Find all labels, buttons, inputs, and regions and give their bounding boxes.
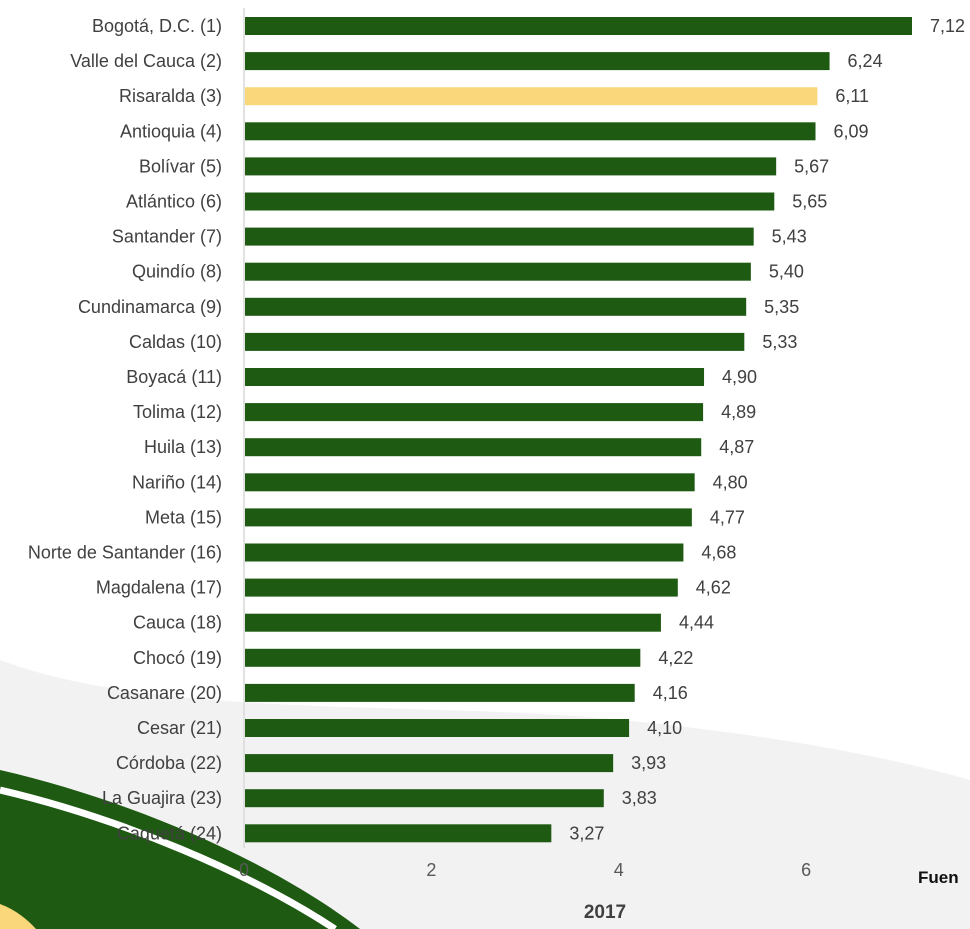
value-label-18: 4,22 (658, 648, 693, 668)
x-tick-label-3: 6 (801, 860, 811, 880)
category-label-4: Bolívar (5) (139, 156, 222, 176)
value-label-3: 6,09 (834, 121, 869, 141)
category-label-6: Santander (7) (112, 227, 222, 247)
category-labels: Bogotá, D.C. (1) Valle del Cauca (2) Risar… (28, 16, 222, 843)
value-label-12: 4,87 (719, 437, 754, 457)
value-label-11: 4,89 (721, 402, 756, 422)
bar-7 (245, 262, 751, 281)
bar-21 (245, 754, 614, 773)
category-label-18: Chocó (19) (133, 648, 222, 668)
value-label-16: 4,62 (696, 578, 731, 598)
bar-15 (245, 543, 684, 562)
value-label-9: 5,33 (762, 332, 797, 352)
bar-group (245, 17, 912, 843)
category-label-13: Nariño (14) (132, 472, 222, 492)
category-label-19: Casanare (20) (107, 683, 222, 703)
bar-6 (245, 227, 754, 246)
value-label-8: 5,35 (764, 297, 799, 317)
value-label-7: 5,40 (769, 262, 804, 282)
background-swoosh-white-stroke (0, 786, 337, 929)
value-labels: 7,12 6,24 6,11 6,095,67 5,65 5,43 5,40 5,35 5,33… (569, 16, 965, 843)
bar-10 (245, 368, 705, 386)
bar-1 (245, 52, 830, 71)
background-swoosh-yellow (0, 904, 36, 929)
bar-2 (245, 87, 818, 106)
category-label-0: Bogotá, D.C. (1) (92, 16, 222, 36)
category-label-11: Tolima (12) (133, 402, 222, 422)
value-label-4: 5,67 (794, 156, 829, 176)
bar-4 (245, 157, 777, 176)
value-label-17: 4,44 (679, 613, 714, 633)
value-label-23: 3,27 (569, 823, 604, 843)
category-label-17: Cauca (18) (133, 613, 222, 633)
x-axis-title: 2017 (584, 902, 626, 923)
category-label-7: Quindío (8) (132, 262, 222, 282)
category-label-3: Antioquia (4) (120, 121, 222, 141)
bar-3 (245, 122, 816, 141)
category-label-22: La Guajira (23) (102, 788, 222, 808)
bar-20 (245, 719, 630, 737)
plot-area: Bogotá, D.C. (1) Valle del Cauca (2) Risar… (28, 8, 965, 880)
category-label-16: Magdalena (17) (96, 578, 222, 598)
bar-12 (245, 438, 702, 457)
value-label-21: 3,93 (631, 753, 666, 773)
bar-5 (245, 192, 775, 211)
bar-13 (245, 473, 695, 492)
category-label-23: Caquetá (24) (117, 823, 222, 843)
value-label-13: 4,80 (713, 472, 748, 492)
x-tick-label-1: 2 (426, 860, 436, 880)
source-note: Fuen (918, 868, 959, 887)
value-label-1: 6,24 (848, 51, 883, 71)
bar-0 (245, 17, 912, 35)
value-label-15: 4,68 (701, 543, 736, 563)
category-label-15: Norte de Santander (16) (28, 543, 222, 563)
value-label-2: 6,11 (835, 86, 869, 106)
bar-16 (245, 578, 678, 597)
category-label-14: Meta (15) (145, 507, 222, 527)
bar-8 (245, 297, 747, 316)
category-label-12: Huila (13) (144, 437, 222, 457)
x-tick-label-2: 4 (614, 860, 624, 880)
category-label-21: Córdoba (22) (116, 753, 222, 773)
x-tick-label-0: 0 (239, 860, 249, 880)
bar-22 (245, 789, 604, 808)
value-label-0: 7,12 (930, 16, 965, 36)
value-label-5: 5,65 (792, 192, 827, 212)
bar-23 (245, 824, 552, 843)
value-label-10: 4,90 (722, 367, 757, 387)
bar-11 (245, 403, 704, 422)
bar-19 (245, 683, 635, 702)
value-label-20: 4,10 (647, 718, 682, 738)
category-label-9: Caldas (10) (129, 332, 222, 352)
category-label-20: Cesar (21) (137, 718, 222, 738)
category-label-5: Atlántico (6) (126, 192, 222, 212)
bar-9 (245, 332, 745, 351)
value-label-14: 4,77 (710, 507, 745, 527)
category-label-8: Cundinamarca (9) (78, 297, 222, 317)
bar-14 (245, 508, 692, 527)
x-axis-ticks: 0 2 4 6 (239, 860, 811, 880)
value-label-6: 5,43 (772, 227, 807, 247)
category-label-1: Valle del Cauca (2) (70, 51, 222, 71)
value-label-19: 4,16 (653, 683, 688, 703)
category-label-10: Boyacá (11) (126, 367, 222, 387)
value-label-22: 3,83 (622, 788, 657, 808)
category-label-2: Risaralda (3) (119, 86, 222, 106)
bar-18 (245, 648, 641, 667)
bar-17 (245, 613, 661, 632)
